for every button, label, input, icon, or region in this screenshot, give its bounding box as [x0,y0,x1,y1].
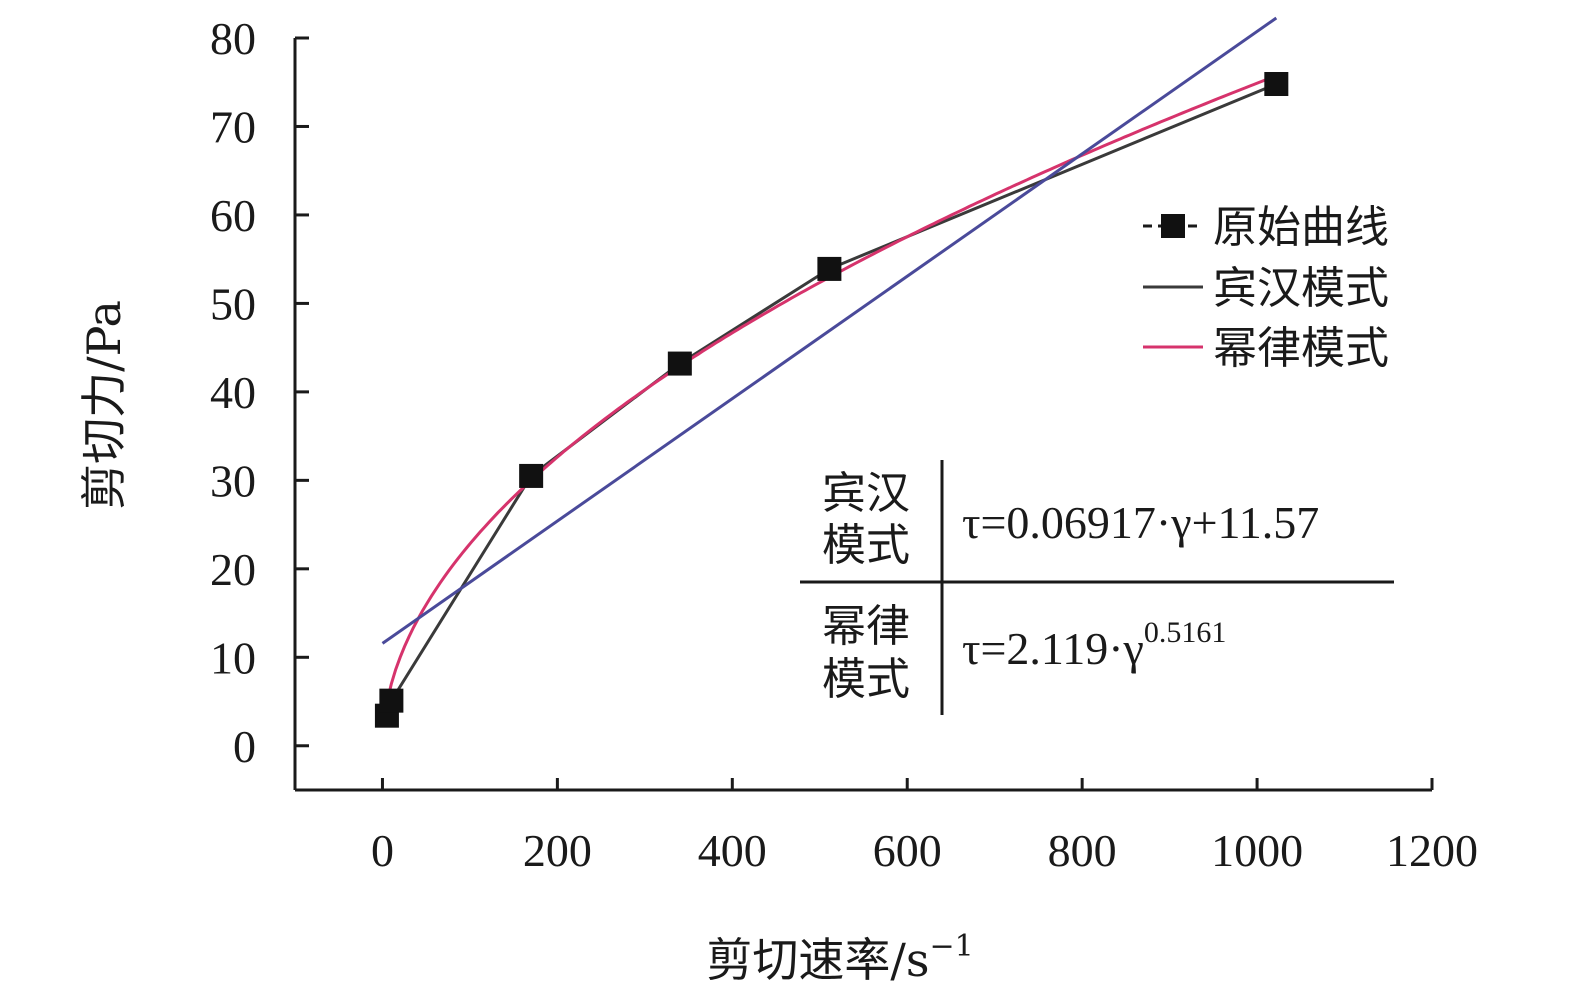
data-point [817,256,842,281]
table-row-power-label-line2: 模式 [822,654,910,705]
y-tick-label: 50 [210,278,256,329]
data-point [667,351,692,376]
markers [374,72,1289,728]
table-row-bingham-label-line2: 模式 [822,520,910,571]
legend-item-original: 原始曲线 [1143,202,1389,253]
y-tick-label: 10 [210,632,256,683]
y-tick-label: 40 [210,367,256,418]
power-formula-main: τ=2.119·γ [962,623,1144,674]
data-point [519,463,544,488]
x-axis-title-sup: −1 [929,929,973,964]
power-formula-exponent: 0.5161 [1144,616,1227,649]
x-tick-label: 800 [1048,825,1117,876]
legend-label-power: 幂律模式 [1213,323,1389,374]
axes [293,38,1432,792]
legend: 原始曲线 宾汉模式 幂律模式 [1143,202,1389,374]
y-tick-label: 80 [210,13,256,64]
x-axis-title: 剪切速率/s−1 [706,929,973,987]
bingham-formula-main: τ=0.06917·γ+11.57 [962,497,1319,548]
data-point [379,688,404,713]
formula-table: 宾汉 模式 τ=0.06917·γ+11.57 幂律 模式 τ=2.119·γ0… [800,460,1394,715]
x-tick-label: 1000 [1211,825,1303,876]
y-tick-label: 20 [210,544,256,595]
legend-marker-original [1161,214,1185,238]
table-row-bingham-label-line1: 宾汉 [822,468,910,519]
legend-label-original: 原始曲线 [1213,202,1389,253]
series-line-3 [381,16,1278,645]
legend-label-bingham: 宾汉模式 [1213,263,1389,314]
x-tick-label: 200 [523,825,592,876]
legend-item-bingham: 宾汉模式 [1143,263,1389,314]
x-tick-label: 1200 [1386,825,1478,876]
legend-item-power: 幂律模式 [1143,323,1389,374]
y-tick-label: 60 [210,190,256,241]
x-tick-label: 600 [873,825,942,876]
table-row-bingham-formula: τ=0.06917·γ+11.57 [962,497,1319,548]
y-tick-label: 70 [210,101,256,152]
x-axis-title-text: 剪切速率/s [706,933,929,987]
y-axis-title: 剪切力/Pa [77,300,131,510]
ticks: 0 200 400 600 800 1000 1200 0 10 20 30 40 50 60 70 80 [210,13,1478,876]
table-row-power-formula: τ=2.119·γ0.5161 [962,616,1226,674]
y-tick-label: 30 [210,455,256,506]
data-point [1264,72,1289,97]
y-tick-label: 0 [233,721,256,772]
table-row-power-label-line1: 幂律 [822,601,910,652]
x-tick-label: 400 [698,825,767,876]
x-tick-label: 0 [371,825,394,876]
